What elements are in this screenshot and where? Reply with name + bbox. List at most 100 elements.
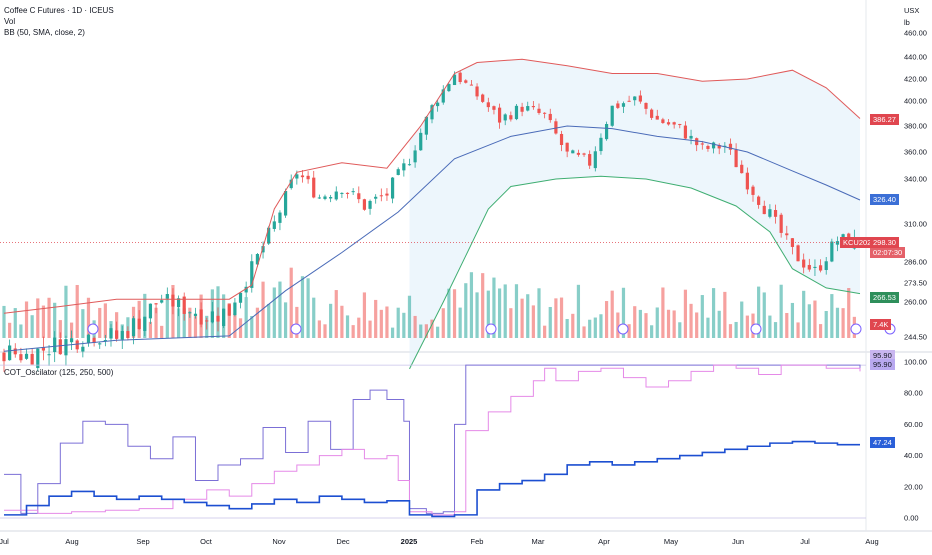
volume-bar bbox=[509, 308, 513, 338]
candle-body bbox=[666, 122, 671, 125]
volume-bar bbox=[604, 301, 609, 338]
volume-bar bbox=[176, 308, 181, 338]
volume-bar bbox=[745, 315, 749, 338]
osc-250-tag: 95.90 bbox=[870, 359, 895, 370]
oscillator-label: COT_Oscilator (125, 250, 500) bbox=[4, 368, 114, 377]
volume-bar bbox=[407, 295, 412, 338]
volume-bar bbox=[689, 303, 693, 338]
candle-body bbox=[627, 100, 631, 102]
candle-body bbox=[396, 169, 400, 175]
volume-bar bbox=[548, 306, 552, 338]
volume-bar bbox=[357, 317, 361, 338]
volume-bar bbox=[497, 288, 502, 338]
candle-body bbox=[176, 298, 181, 308]
candle-body bbox=[526, 106, 530, 111]
volume-bar bbox=[779, 284, 783, 338]
volume-bar bbox=[576, 284, 581, 338]
volume-bar bbox=[537, 288, 541, 338]
osc-500-line bbox=[4, 440, 860, 518]
volume-bar bbox=[672, 310, 676, 338]
candle-body bbox=[126, 331, 130, 338]
volume-bar bbox=[267, 303, 271, 338]
bb-basis-line bbox=[3, 125, 861, 352]
candle-body bbox=[835, 241, 840, 245]
candle-body bbox=[238, 292, 243, 303]
candle-body bbox=[345, 192, 350, 194]
volume-bar bbox=[582, 326, 586, 338]
volume-bar bbox=[683, 289, 688, 338]
candle-body bbox=[700, 143, 704, 145]
volume-bar bbox=[464, 283, 468, 338]
candle-body bbox=[655, 115, 659, 120]
candle-body bbox=[706, 145, 710, 149]
price-tick-label: 420.00 bbox=[904, 75, 927, 84]
candle-body bbox=[745, 172, 749, 190]
candle-body bbox=[227, 304, 231, 316]
volume-bar bbox=[41, 305, 46, 338]
candle-body bbox=[165, 294, 169, 299]
price-tick-label: 360.00 bbox=[904, 148, 927, 157]
candle-body bbox=[143, 316, 147, 331]
volume-bar bbox=[430, 319, 434, 338]
candle-body bbox=[678, 124, 682, 126]
candle-body bbox=[582, 153, 586, 155]
volume-bar bbox=[503, 284, 507, 338]
time-tick-label: 2025 bbox=[401, 537, 418, 546]
candle-body bbox=[86, 334, 91, 343]
volume-bar bbox=[599, 314, 603, 338]
candle-body bbox=[588, 154, 592, 166]
volume-bar bbox=[75, 284, 79, 338]
candle-body bbox=[768, 209, 772, 217]
candle-body bbox=[306, 175, 310, 180]
volume-bar bbox=[368, 320, 372, 338]
volume-bar bbox=[278, 281, 282, 338]
candle-body bbox=[148, 303, 153, 319]
candle-body bbox=[351, 191, 355, 193]
bollinger-label: BB (50, SMA, close, 2) bbox=[4, 28, 85, 37]
candle-body bbox=[53, 337, 57, 353]
price-tick-label: 440.00 bbox=[904, 53, 927, 62]
candle-body bbox=[740, 164, 744, 174]
candle-body bbox=[773, 210, 778, 217]
candle-body bbox=[447, 84, 451, 92]
price-tick-label: 400.00 bbox=[904, 97, 927, 106]
candle-body bbox=[289, 179, 293, 189]
price-tick-label: 244.50 bbox=[904, 333, 927, 342]
volume-bar bbox=[621, 287, 626, 338]
volume-bar bbox=[762, 292, 766, 338]
candle-body bbox=[616, 103, 620, 108]
volume-bar bbox=[818, 324, 823, 338]
candle-body bbox=[390, 177, 395, 199]
candle-body bbox=[593, 151, 597, 169]
candle-body bbox=[13, 348, 17, 355]
osc-tick-label: 0.00 bbox=[904, 514, 919, 523]
candle-body bbox=[436, 102, 440, 107]
candle-body bbox=[621, 103, 626, 107]
candle-body bbox=[362, 199, 367, 210]
volume-bar bbox=[593, 317, 597, 338]
time-tick-label: Mar bbox=[532, 537, 545, 546]
candle-body bbox=[559, 133, 564, 145]
volume-bar bbox=[86, 297, 91, 338]
volume-bar bbox=[554, 298, 558, 338]
candle-body bbox=[154, 303, 158, 305]
volume-bar bbox=[436, 326, 440, 338]
bb-upper-tag: 386.27 bbox=[870, 114, 899, 125]
volume-bar bbox=[700, 295, 704, 338]
price-tick-label: 260.00 bbox=[904, 298, 927, 307]
volume-bar bbox=[295, 306, 299, 338]
candle-body bbox=[802, 259, 806, 268]
volume-bar bbox=[571, 313, 575, 338]
candle-body bbox=[250, 261, 254, 288]
volume-bar bbox=[655, 307, 659, 338]
volume-bar bbox=[340, 305, 344, 338]
candle-body bbox=[576, 152, 581, 155]
candle-body bbox=[762, 205, 766, 215]
candle-body bbox=[554, 121, 558, 134]
candle-body bbox=[160, 300, 164, 303]
candle-body bbox=[131, 318, 136, 337]
volume-bar bbox=[633, 306, 637, 338]
volume-bar bbox=[300, 276, 305, 338]
volume-bar bbox=[317, 320, 321, 338]
